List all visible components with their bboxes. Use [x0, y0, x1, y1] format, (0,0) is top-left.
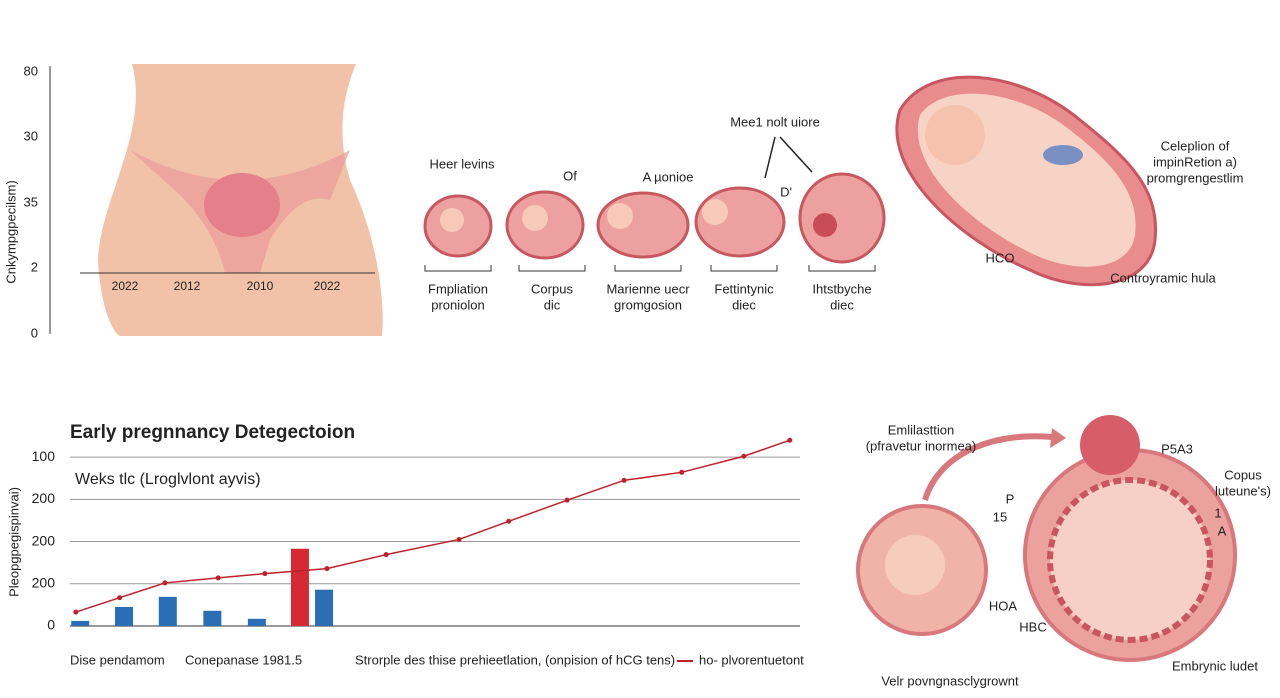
point: [215, 575, 221, 581]
bar: [115, 607, 134, 626]
stage-cells: [423, 172, 886, 264]
label: Emlilasttion: [888, 422, 954, 437]
line: [75, 439, 791, 613]
bar: [203, 610, 222, 626]
stage-label: D': [780, 184, 792, 199]
x-label: 2012: [174, 279, 201, 293]
bracket: [614, 265, 682, 272]
bracket: [710, 265, 778, 272]
label: HCO: [986, 250, 1015, 265]
bracket: [424, 265, 492, 272]
x-label: 2010: [247, 279, 274, 293]
label: 15: [993, 509, 1007, 524]
y-label: 30: [24, 128, 38, 143]
point: [787, 437, 793, 443]
corpus-luteum: [1080, 415, 1140, 475]
chart-title: Early pregnnancy Detegectoion: [70, 422, 355, 443]
embryo: [885, 535, 945, 595]
stage-caption: dic: [544, 297, 561, 312]
label: Velr povngnasclygrownt: [881, 673, 1019, 688]
organ: [1043, 145, 1083, 165]
annotation: Dise pendamom: [70, 652, 165, 667]
stage-caption: Marienne uecr: [606, 281, 690, 296]
bracket: [808, 265, 876, 272]
label: P5A3: [1161, 441, 1193, 456]
point: [621, 477, 627, 483]
lining: [1047, 477, 1213, 643]
stage-caption: Corpus: [531, 281, 573, 296]
stage-caption: Fettintynic: [714, 281, 774, 296]
y-title: Pleopgpegispinvai): [6, 487, 21, 597]
stage-label: A µonioe: [643, 169, 694, 184]
y-label: 35: [24, 194, 38, 209]
x-label: 2022: [112, 279, 139, 293]
y-tick-label: 200: [32, 574, 56, 590]
bar: [158, 596, 177, 626]
label: luteune's): [1215, 483, 1271, 498]
stage-caption: Fmpliation: [428, 281, 488, 296]
point: [73, 609, 79, 615]
y-label: 80: [24, 63, 38, 78]
label: A: [1218, 523, 1227, 538]
bar: [247, 618, 266, 626]
y-tick-label: 0: [47, 617, 55, 633]
y-tick-label: 200: [32, 532, 56, 548]
point: [162, 580, 168, 586]
point: [679, 469, 685, 475]
caption: promgrengestlim: [1147, 170, 1244, 185]
stage-label: Mee1 nolt uiore: [730, 114, 820, 129]
y-label: 2: [31, 259, 38, 274]
stage-caption: diec: [732, 297, 756, 312]
uterus: [204, 173, 280, 237]
stage-caption: gromgosion: [614, 297, 682, 312]
stage-embryos: [440, 199, 837, 237]
point: [324, 566, 330, 572]
stage-label: Of: [563, 168, 577, 183]
arrow: [922, 433, 1061, 501]
pointer: [764, 136, 813, 179]
y-title: Cnkympgpecilsm): [3, 180, 18, 283]
point: [741, 453, 747, 459]
x-label: 2022: [314, 279, 341, 293]
legend-label: ho- plvorentuetont: [699, 652, 804, 667]
label: 1: [1214, 505, 1221, 520]
annotation: Strorple des thise prehieetlation, (onpi…: [355, 652, 675, 667]
bracket: [518, 265, 586, 272]
caption: Celeplion of: [1161, 138, 1230, 153]
point: [456, 536, 462, 542]
point: [262, 571, 268, 577]
label: P: [1006, 491, 1015, 506]
bar: [290, 548, 309, 626]
label: HOA: [989, 598, 1018, 613]
embryo: [925, 105, 985, 165]
label: HBC: [1019, 619, 1046, 634]
stage-label: Heer levins: [429, 156, 495, 171]
point: [383, 552, 389, 558]
label: Copus: [1224, 467, 1262, 482]
point: [506, 518, 512, 524]
label: Controyramic hula: [1110, 270, 1216, 285]
stage-caption: diec: [830, 297, 854, 312]
y-label: 0: [31, 325, 38, 340]
y-tick-label: 100: [32, 448, 56, 464]
bar: [71, 620, 90, 626]
annotation: Conepanase 1981.5: [185, 652, 302, 667]
caption: impinRetion a): [1153, 154, 1237, 169]
point: [117, 595, 123, 601]
stage-caption: proniolon: [431, 297, 485, 312]
chart-subtitle: Weks tlc (Lroglvlont ayvis): [75, 471, 261, 488]
label: (pfravetur inormea): [866, 438, 977, 453]
arrowhead: [1050, 428, 1066, 448]
bar: [315, 589, 334, 626]
label: Embrynic ludet: [1172, 658, 1258, 673]
point: [564, 497, 570, 503]
stage-caption: Ihtstbyche: [812, 281, 871, 296]
y-tick-label: 200: [32, 490, 56, 506]
